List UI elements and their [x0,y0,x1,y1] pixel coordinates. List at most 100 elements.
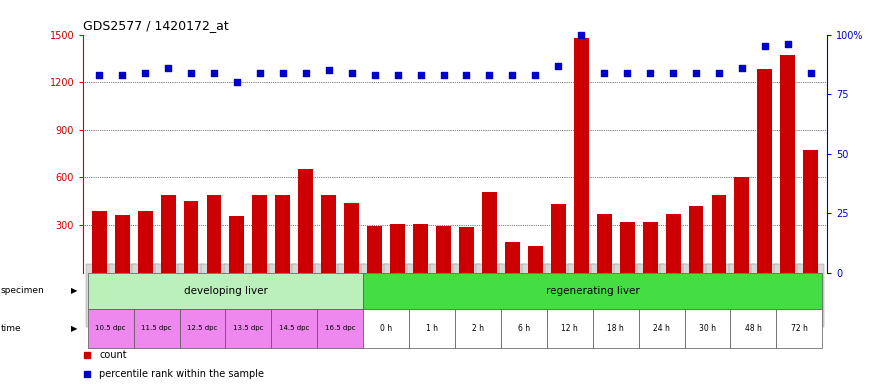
Bar [276,195,290,273]
Text: 12 h: 12 h [562,324,578,333]
Text: 30 h: 30 h [699,324,716,333]
Bar [776,309,822,348]
Bar [642,222,658,273]
Text: 13.5 dpc: 13.5 dpc [233,325,263,331]
Point [437,72,451,78]
Bar [592,309,639,348]
Point [345,70,359,76]
Point [666,70,680,76]
Point [390,72,404,78]
Bar [88,309,134,348]
Text: 18 h: 18 h [607,324,624,333]
Bar [455,309,500,348]
Bar [92,211,107,273]
Point [116,72,130,78]
Bar [574,38,589,273]
Point [322,67,336,73]
Point [207,70,221,76]
Bar [731,309,776,348]
Point [712,70,726,76]
Text: specimen: specimen [1,286,45,295]
Point [735,65,749,71]
Point [598,70,612,76]
Bar [547,309,592,348]
Point [551,63,565,69]
Text: developing liver: developing liver [184,286,268,296]
Bar [505,242,520,273]
Bar [226,309,271,348]
Point [482,72,496,78]
Bar [271,309,318,348]
Bar [436,226,451,273]
Bar [252,195,268,273]
Text: 72 h: 72 h [791,324,808,333]
Bar [161,195,176,273]
Bar [734,177,749,273]
Point [184,70,198,76]
Text: 6 h: 6 h [518,324,530,333]
Bar [115,215,130,273]
Bar [780,55,795,273]
Point [804,70,818,76]
Bar [482,192,497,273]
Bar [803,151,818,273]
Bar [134,309,179,348]
Bar [179,309,226,348]
Point [459,72,473,78]
Text: ▶: ▶ [71,286,77,295]
Bar [368,226,382,273]
Text: 10.5 dpc: 10.5 dpc [95,325,126,331]
Text: percentile rank within the sample: percentile rank within the sample [100,369,264,379]
Point [758,43,772,50]
Bar [666,214,681,273]
Point [368,72,382,78]
Point [138,70,152,76]
Text: 48 h: 48 h [745,324,762,333]
Text: 12.5 dpc: 12.5 dpc [187,325,218,331]
Bar [758,70,773,273]
Text: GDS2577 / 1420172_at: GDS2577 / 1420172_at [83,19,229,32]
Point [92,72,106,78]
Bar [363,273,822,309]
Point [689,70,703,76]
Point [780,41,794,47]
Point [276,70,290,76]
Point [230,79,244,85]
Text: regenerating liver: regenerating liver [546,286,640,296]
Bar [459,227,474,273]
Bar [639,309,684,348]
Point [298,70,312,76]
Text: 2 h: 2 h [472,324,484,333]
Bar [413,224,428,273]
Bar [184,201,199,273]
Bar [620,222,634,273]
Text: ▶: ▶ [71,324,77,333]
Text: time: time [1,324,22,333]
Point [643,70,657,76]
Bar [137,211,152,273]
Bar [88,273,363,309]
Text: 11.5 dpc: 11.5 dpc [142,325,172,331]
Point [414,72,428,78]
Text: 16.5 dpc: 16.5 dpc [325,325,355,331]
Point [506,72,520,78]
Bar [528,246,542,273]
Point [574,31,588,38]
Bar [206,195,221,273]
Text: 0 h: 0 h [380,324,392,333]
Bar [344,203,359,273]
Text: 24 h: 24 h [653,324,670,333]
Bar [321,195,336,273]
Point [528,72,542,78]
Bar [363,309,410,348]
Bar [298,169,313,273]
Point [620,70,634,76]
Bar [597,214,612,273]
Bar [410,309,455,348]
Bar [689,206,704,273]
Point [253,70,267,76]
Bar [229,216,244,273]
Bar [711,195,726,273]
Bar [500,309,547,348]
Bar [390,224,405,273]
